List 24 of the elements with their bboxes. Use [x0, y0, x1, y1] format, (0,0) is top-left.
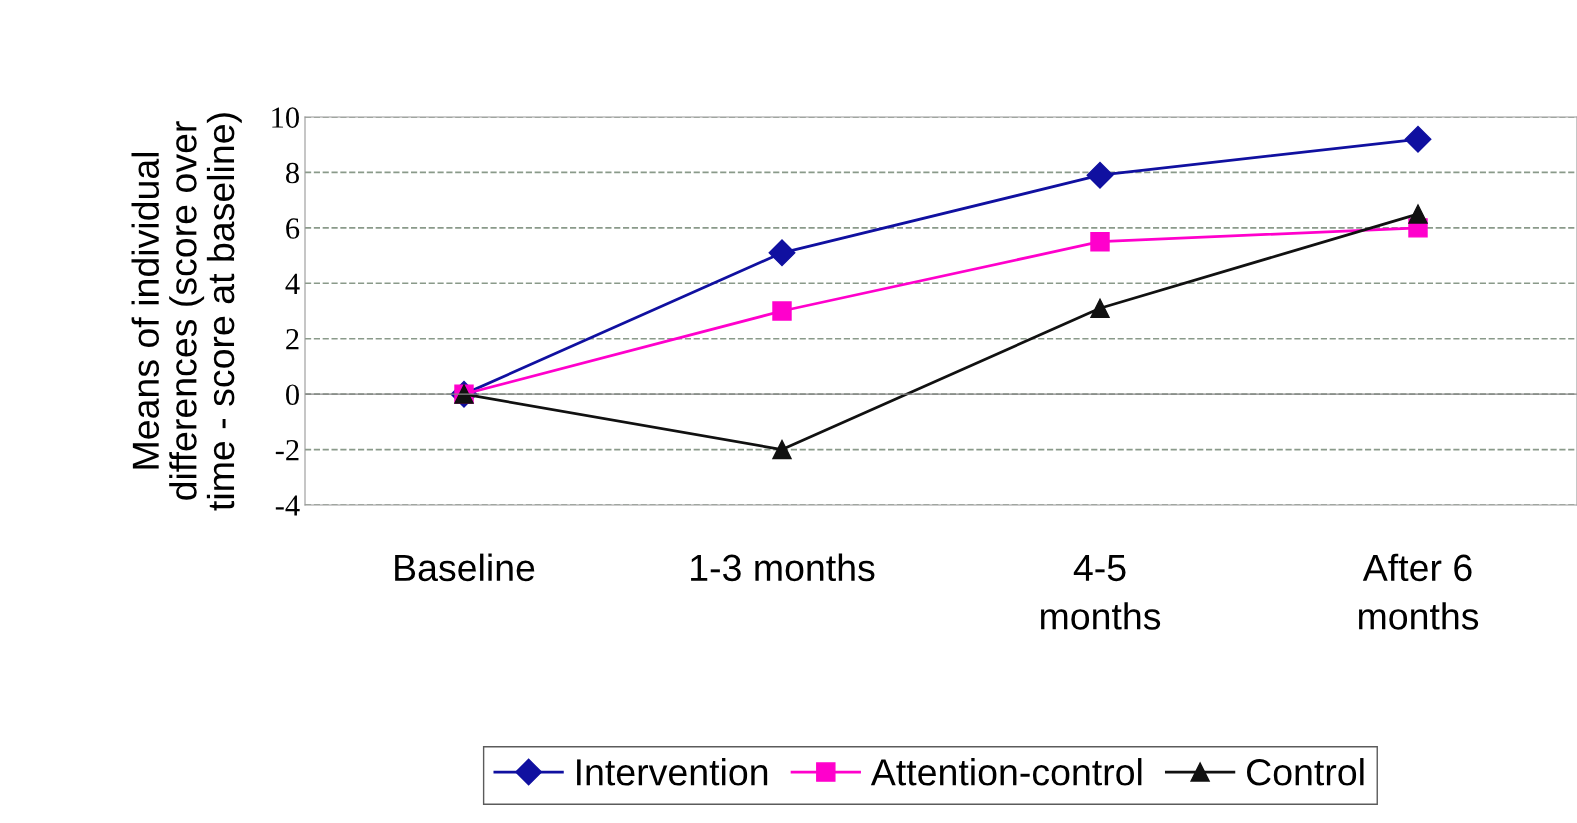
- y-axis-title: Means of individual differences (score over time - score at baseline): [131, 113, 242, 511]
- x-tick-label: 1-3 months: [691, 553, 875, 582]
- point: [1090, 231, 1110, 252]
- y-tick-label: 2: [286, 329, 299, 350]
- legend-label: Attention-control: [870, 758, 1142, 786]
- point: [1086, 161, 1114, 189]
- point: [768, 239, 796, 267]
- point: [1408, 204, 1428, 224]
- y-tick-label: 6: [286, 218, 300, 239]
- y-tick-label: 8: [286, 162, 299, 184]
- x-tick-label: 4-5 months: [1041, 554, 1161, 630]
- y-tick-label: 4: [285, 273, 300, 294]
- x-tick-label: After 6 months: [1359, 553, 1479, 630]
- y-tick-label: -4: [275, 495, 300, 516]
- point: [1404, 125, 1432, 153]
- point: [1090, 298, 1110, 318]
- y-tick-label: 10: [272, 107, 299, 128]
- legend-label: Control: [1247, 758, 1364, 786]
- legend-label: Intervention: [577, 758, 768, 786]
- point: [772, 301, 792, 321]
- x-tick-label: Baseline: [395, 553, 535, 582]
- y-tick-label: -2: [275, 439, 299, 461]
- y-tick-label: 0: [286, 384, 299, 406]
- point: [772, 439, 792, 460]
